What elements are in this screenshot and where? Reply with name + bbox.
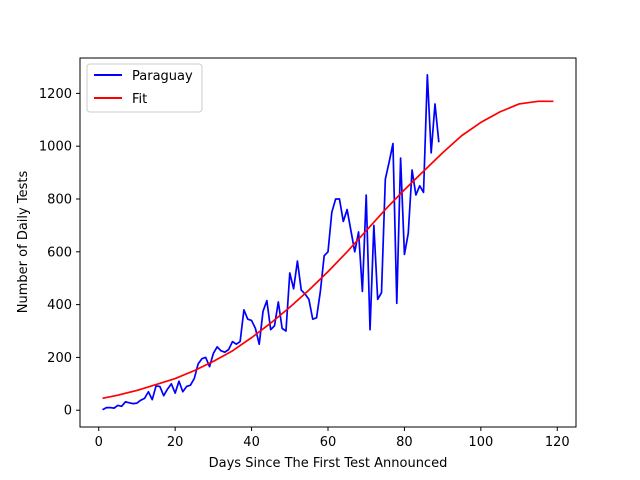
y-tick-label: 200 <box>47 351 72 366</box>
legend-label-paraguay: Paraguay <box>132 69 193 84</box>
plot-area <box>102 74 554 411</box>
y-axis-label: Number of Daily Tests <box>16 171 31 314</box>
y-tick-label: 800 <box>47 192 72 207</box>
y-tick-label: 400 <box>47 298 72 313</box>
x-axis-ticks: 0 20 40 60 80 100 120 <box>95 427 570 450</box>
x-tick-label: 20 <box>167 435 184 450</box>
y-tick-label: 1000 <box>39 140 72 155</box>
x-tick-label: 60 <box>320 435 337 450</box>
x-tick-label: 120 <box>545 435 570 450</box>
y-tick-label: 0 <box>64 404 72 419</box>
x-tick-label: 80 <box>396 435 413 450</box>
y-axis-ticks: 0 200 400 600 800 1000 1200 <box>39 87 80 419</box>
y-tick-label: 600 <box>47 245 72 260</box>
legend-label-fit: Fit <box>132 92 147 107</box>
y-tick-label: 1200 <box>39 87 72 102</box>
x-tick-label: 0 <box>95 435 103 450</box>
axes-frame <box>79 57 577 428</box>
x-axis-label: Days Since The First Test Announced <box>209 456 448 471</box>
x-tick-label: 40 <box>243 435 260 450</box>
x-tick-label: 100 <box>468 435 493 450</box>
series-line-fit <box>102 100 554 400</box>
legend: Paraguay Fit <box>86 63 203 113</box>
series-line-paraguay <box>102 74 440 411</box>
